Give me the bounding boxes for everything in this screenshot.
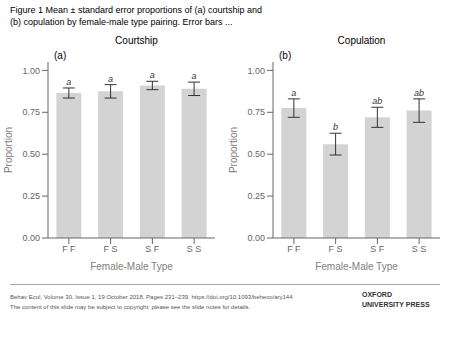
html-text:UNIVERSITY PRESS: UNIVERSITY PRESS — [362, 301, 430, 308]
svg-text:ab: ab — [414, 88, 424, 98]
svg-text:a: a — [150, 70, 155, 80]
svg-text:Female-Male Type: Female-Male Type — [90, 261, 173, 272]
svg-text:S S: S S — [412, 244, 427, 254]
svg-text:F F: F F — [287, 244, 301, 254]
html-text:Behav Ecol, Volume 30, Issue 1: Behav Ecol, Volume 30, Issue 1, 19 Octob… — [10, 294, 293, 300]
svg-text:a: a — [291, 88, 296, 98]
svg-text:S F: S F — [370, 244, 385, 254]
html-text:(b): (b) — [279, 50, 292, 61]
html-text:OXFORD: OXFORD — [362, 291, 392, 298]
svg-text:Female-Male Type: Female-Male Type — [315, 261, 398, 272]
svg-text:0.00: 0.00 — [22, 233, 40, 243]
svg-text:1.00: 1.00 — [247, 66, 265, 76]
svg-text:Proportion: Proportion — [228, 127, 239, 173]
svg-text:0.75: 0.75 — [247, 107, 265, 117]
svg-text:0.25: 0.25 — [22, 191, 40, 201]
svg-text:0.25: 0.25 — [247, 191, 265, 201]
svg-text:a: a — [108, 74, 113, 84]
svg-text:S S: S S — [187, 244, 202, 254]
html-text:Figure 1 Mean ± standard error: Figure 1 Mean ± standard error proportio… — [10, 5, 263, 15]
svg-text:1.00: 1.00 — [22, 66, 40, 76]
svg-text:S F: S F — [145, 244, 160, 254]
html-text:Courtship: Courtship — [115, 35, 158, 46]
svg-text:b: b — [333, 122, 338, 132]
svg-text:a: a — [192, 71, 197, 81]
svg-text:F S: F S — [329, 244, 343, 254]
svg-text:F S: F S — [104, 244, 118, 254]
html-text:(b) copulation by female-male: (b) copulation by female-male type pairi… — [10, 17, 233, 27]
svg-text:0.75: 0.75 — [22, 107, 40, 117]
svg-text:0.00: 0.00 — [247, 233, 265, 243]
svg-text:Proportion: Proportion — [8, 127, 14, 173]
svg-text:0.50: 0.50 — [22, 149, 40, 159]
svg-text:0.50: 0.50 — [247, 149, 265, 159]
html-text:Copulation: Copulation — [337, 35, 386, 46]
html-text:The content of this slide may: The content of this slide may be subject… — [10, 304, 251, 310]
svg-text:a: a — [66, 77, 71, 87]
svg-text:F F: F F — [62, 244, 76, 254]
html-text:(a): (a) — [54, 50, 67, 61]
svg-text:ab: ab — [372, 96, 382, 106]
